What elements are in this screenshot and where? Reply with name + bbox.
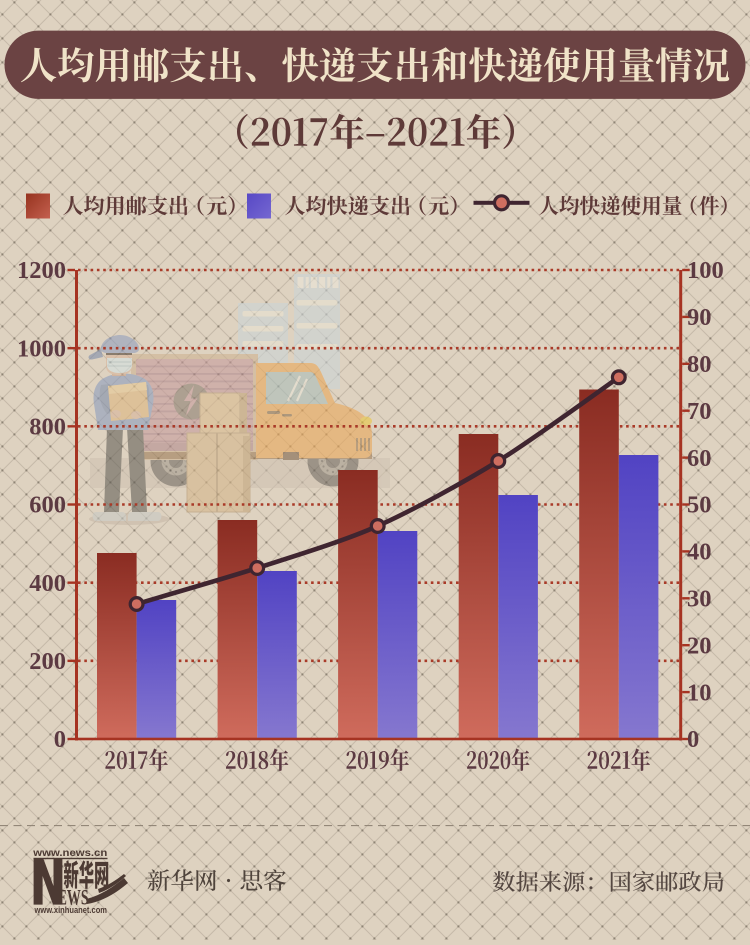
- svg-text:800: 800: [29, 414, 66, 441]
- svg-text:50: 50: [687, 492, 712, 519]
- svg-text:1000: 1000: [17, 335, 66, 362]
- svg-text:40: 40: [687, 539, 712, 566]
- svg-text:www.xinhuanet.com: www.xinhuanet.com: [34, 905, 107, 916]
- svg-text:www.news.cn: www.news.cn: [32, 847, 107, 859]
- svg-text:90: 90: [687, 304, 712, 331]
- svg-text:20: 20: [687, 632, 712, 659]
- svg-text:200: 200: [29, 648, 66, 675]
- svg-text:60: 60: [687, 445, 712, 472]
- svg-text:EWS: EWS: [58, 885, 89, 910]
- svg-text:400: 400: [29, 570, 66, 597]
- svg-text:0: 0: [687, 726, 699, 753]
- svg-text:10: 10: [687, 679, 712, 706]
- svg-text:30: 30: [687, 586, 712, 613]
- svg-text:80: 80: [687, 351, 712, 378]
- svg-text:70: 70: [687, 398, 712, 425]
- svg-text:100: 100: [687, 257, 724, 284]
- svg-text:1200: 1200: [17, 257, 66, 284]
- svg-text:600: 600: [29, 492, 66, 519]
- svg-text:0: 0: [54, 726, 66, 753]
